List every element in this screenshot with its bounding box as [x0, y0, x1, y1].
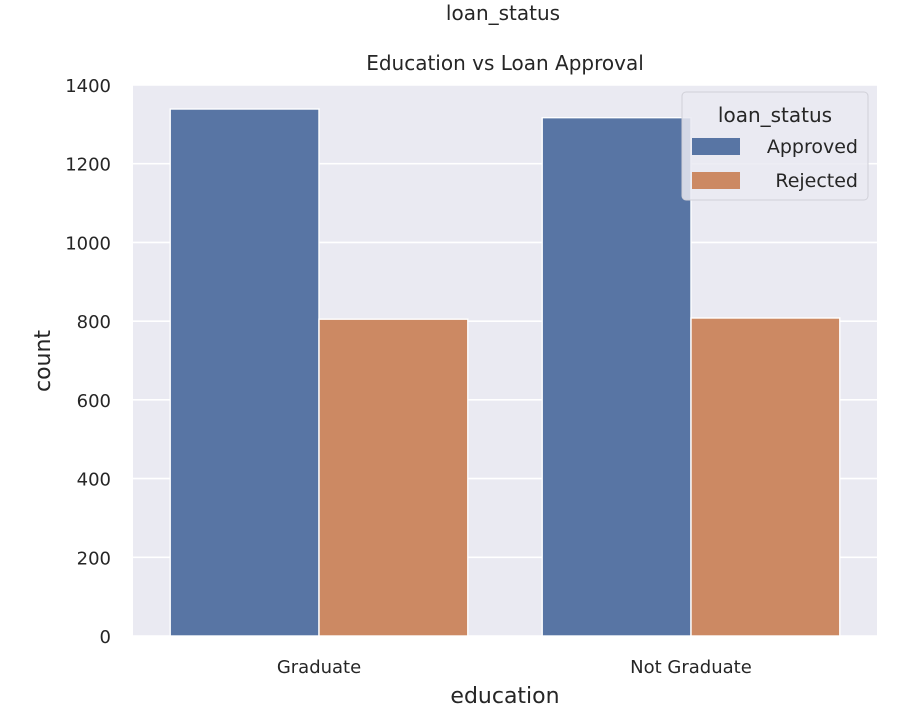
- y-tick-label: 400: [77, 470, 111, 491]
- y-tick-label: 1000: [65, 233, 111, 254]
- y-axis-label: count: [31, 330, 56, 392]
- y-tick-label: 0: [100, 627, 111, 648]
- x-axis-ticks: Graduate Not Graduate: [277, 657, 752, 678]
- bar-rejected-not-graduate: [690, 317, 841, 637]
- bar-approved-graduate: [169, 108, 320, 637]
- legend-title: loan_status: [718, 103, 832, 127]
- y-tick-label: 600: [77, 391, 111, 412]
- legend-swatch-rejected: [692, 172, 740, 189]
- legend-label-approved: Approved: [767, 136, 858, 158]
- legend-swatch-approved: [692, 138, 740, 155]
- y-tick-label: 800: [77, 312, 111, 333]
- y-axis-ticks: 0 200 400 600 800 1000 1200 1400: [65, 76, 111, 648]
- x-tick-label: Not Graduate: [630, 657, 752, 678]
- x-axis-label: education: [450, 684, 559, 709]
- legend-label-rejected: Rejected: [775, 170, 858, 192]
- bars: [169, 108, 841, 637]
- legend: loan_status Approved Rejected: [681, 91, 869, 201]
- chart-title: Education vs Loan Approval: [366, 51, 644, 75]
- y-tick-label: 1400: [65, 76, 111, 97]
- x-tick-label: Graduate: [277, 657, 361, 678]
- bar-approved-not-graduate: [541, 116, 692, 637]
- bar-rejected-graduate: [318, 318, 469, 637]
- chart-suptitle: loan_status: [446, 1, 560, 25]
- y-tick-label: 1200: [65, 155, 111, 176]
- y-tick-label: 200: [77, 548, 111, 569]
